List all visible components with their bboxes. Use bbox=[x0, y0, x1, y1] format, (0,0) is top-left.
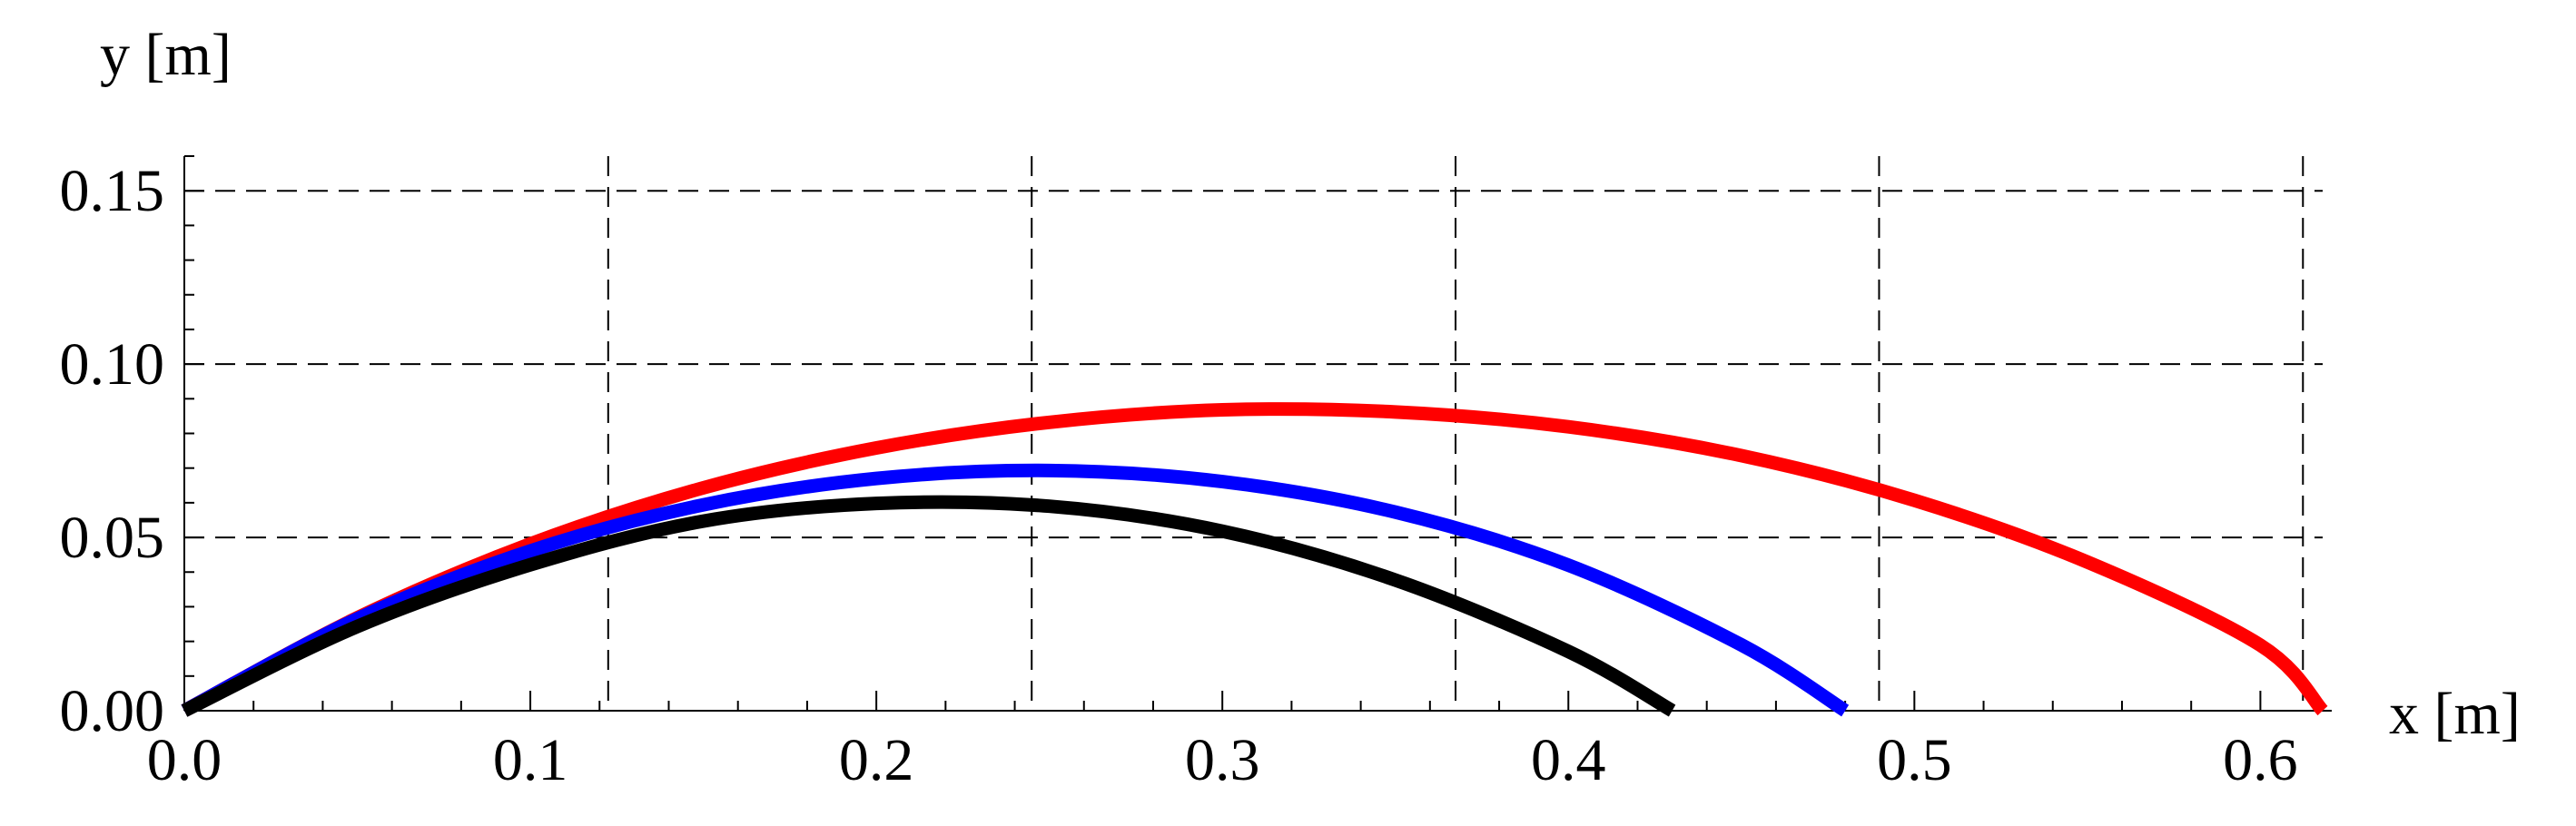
y-tick-label: 0.15 bbox=[60, 158, 165, 224]
x-tick-label: 0.3 bbox=[1185, 727, 1260, 793]
x-tick-label: 0.5 bbox=[1877, 727, 1952, 793]
grid-layer bbox=[184, 156, 2323, 711]
x-axis-label: x [m] bbox=[2389, 681, 2521, 747]
axis-layer bbox=[183, 155, 2332, 712]
label-layer: y [m] x [m] 0.0 0.1 0.2 0.3 0.4 0.5 0.6 0.00 0.0… bbox=[60, 22, 2521, 793]
y-tick-label: 0.00 bbox=[60, 678, 165, 744]
x-tick-label: 0.2 bbox=[839, 727, 914, 793]
x-tick-label: 0.0 bbox=[147, 727, 222, 793]
x-tick-label: 0.6 bbox=[2223, 727, 2298, 793]
x-tick-label: 0.4 bbox=[1531, 727, 1606, 793]
series-line-1 bbox=[181, 463, 1850, 717]
y-tick-label: 0.10 bbox=[60, 331, 165, 398]
series-line-2 bbox=[181, 495, 1676, 717]
y-tick-label: 0.05 bbox=[60, 505, 165, 571]
y-axis-label: y [m] bbox=[100, 22, 232, 88]
series-layer bbox=[181, 402, 2328, 717]
x-tick-label: 0.1 bbox=[493, 727, 568, 793]
